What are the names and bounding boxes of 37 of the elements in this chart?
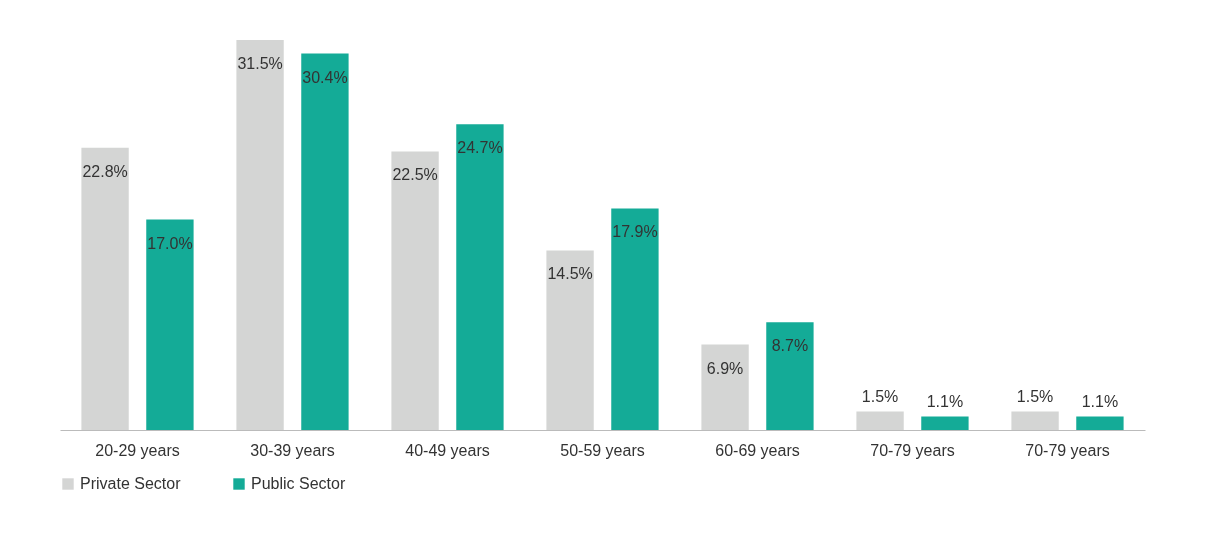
bar	[1011, 411, 1059, 430]
x-tick-label: 50-59 years	[560, 441, 645, 459]
bar	[611, 208, 659, 430]
data-label: 1.1%	[1081, 393, 1119, 411]
legend-label: Private Sector	[80, 475, 182, 492]
bar	[766, 322, 814, 430]
bar	[856, 411, 904, 430]
data-label: 22.5%	[392, 166, 438, 184]
data-label: 22.8%	[82, 162, 128, 180]
data-label: 17.0%	[147, 234, 193, 252]
x-tick-label: 40-49 years	[405, 441, 490, 459]
bar	[236, 40, 284, 430]
data-label: 30.4%	[302, 68, 348, 86]
data-label: 24.7%	[457, 139, 503, 157]
data-label: 17.9%	[612, 223, 658, 241]
bar	[1076, 416, 1124, 430]
x-tick-label: 70-79 years	[1025, 441, 1110, 459]
bar	[456, 124, 504, 430]
data-label: 1.5%	[861, 388, 899, 406]
bar	[81, 147, 129, 430]
bar	[146, 219, 194, 430]
x-tick-label: 30-39 years	[250, 441, 335, 459]
bar	[546, 250, 594, 430]
data-label: 14.5%	[547, 265, 593, 283]
bar	[301, 53, 349, 430]
x-tick-label: 20-29 years	[95, 441, 180, 459]
data-label: 8.7%	[771, 337, 809, 355]
data-label: 1.1%	[926, 393, 964, 411]
data-label: 31.5%	[237, 55, 283, 72]
bar	[391, 151, 439, 430]
bar	[701, 344, 749, 430]
data-label: 1.5%	[1016, 388, 1054, 406]
x-tick-label: 70-79 years	[870, 441, 955, 459]
x-tick-label: 60-69 years	[715, 441, 800, 459]
legend-label: Public Sector	[251, 475, 346, 492]
data-label: 6.9%	[706, 359, 744, 377]
bar	[921, 416, 969, 430]
